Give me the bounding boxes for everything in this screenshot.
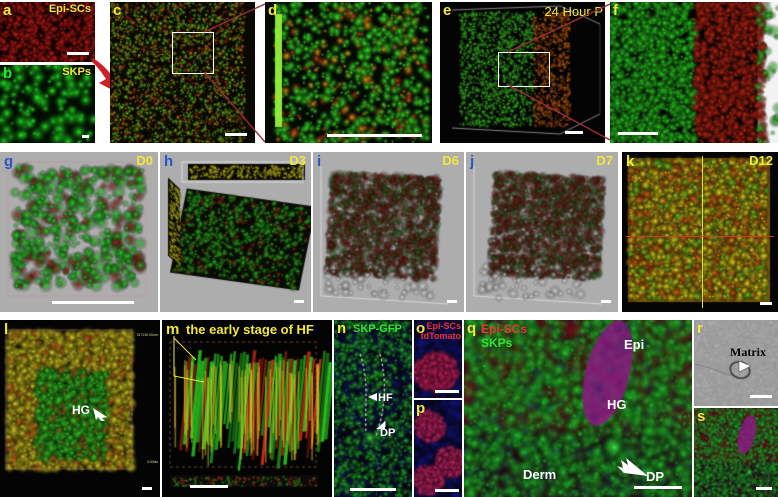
- panel-e[interactable]: e 24 Hour P: [440, 2, 605, 143]
- panel-r[interactable]: r Matrix: [694, 320, 778, 406]
- panel-h-image: [160, 152, 311, 312]
- panel-o[interactable]: o Epi-SCs tdTomato: [414, 320, 462, 398]
- panel-b[interactable]: b SKPs: [0, 65, 95, 143]
- panel-e-roi-box: [498, 52, 550, 87]
- panel-q[interactable]: q Epi-SCs SKPs Epi HG Derm DP: [464, 320, 692, 497]
- panel-l[interactable]: l HG 317130.00nm 3.00dis: [0, 320, 160, 497]
- panel-p-scalebar: [435, 489, 459, 492]
- panel-k-image: [622, 152, 778, 312]
- panel-n-dp-arrow: [376, 421, 386, 429]
- panel-b-image: [0, 65, 95, 143]
- panel-s[interactable]: s: [694, 408, 778, 497]
- panel-s-scalebar: [756, 487, 772, 490]
- panel-i-image: [313, 152, 464, 312]
- panel-c-roi-box: [172, 32, 214, 74]
- panel-l-image: [0, 320, 160, 497]
- panel-c-scalebar: [225, 133, 247, 136]
- panel-d-scalebar: [327, 134, 422, 137]
- panel-h-scalebar: [294, 300, 304, 303]
- zoom-connector-c-d: [203, 3, 266, 143]
- panel-n-scalebar: [350, 488, 396, 491]
- panel-m-pointer-line: [173, 336, 205, 383]
- panel-r-image: [694, 320, 778, 406]
- panel-q-dp-arrow: [617, 458, 648, 476]
- panel-d[interactable]: d: [265, 2, 432, 143]
- panel-m-image: [162, 320, 332, 497]
- panel-g[interactable]: g D0: [0, 152, 158, 312]
- panel-i-scalebar: [447, 300, 457, 303]
- panel-j-scalebar: [601, 300, 611, 303]
- panel-q-scalebar: [634, 486, 682, 489]
- panel-s-image: [694, 408, 778, 497]
- panel-q-image: [464, 320, 692, 497]
- panel-e-scalebar: [565, 131, 583, 134]
- panel-k[interactable]: k D12: [622, 152, 778, 312]
- panel-c[interactable]: c: [110, 2, 255, 143]
- panel-m-scalebar: [190, 485, 228, 488]
- panel-j-image: [466, 152, 618, 312]
- panel-c-image: [110, 2, 255, 143]
- panel-e-image: [440, 2, 605, 143]
- panel-f[interactable]: f: [610, 2, 778, 143]
- panel-h[interactable]: h D3: [160, 152, 311, 312]
- panel-o-scalebar: [435, 390, 459, 393]
- panel-m[interactable]: m the early stage of HF: [162, 320, 332, 497]
- panel-o-image: [414, 320, 462, 398]
- panel-d-image: [265, 2, 432, 143]
- zoom-connector-e-f: [507, 3, 611, 141]
- panel-f-scalebar: [618, 132, 658, 135]
- panel-g-scalebar: [52, 301, 134, 304]
- panel-i[interactable]: i D6: [313, 152, 464, 312]
- panel-p[interactable]: p: [414, 400, 462, 497]
- panel-r-arrowhead-icon: [738, 360, 752, 373]
- panel-j[interactable]: j D7: [466, 152, 618, 312]
- panel-l-hg-arrow: [93, 408, 107, 421]
- panel-g-image: [0, 152, 158, 312]
- panel-l-axis-label-bottom: 3.00dis: [146, 460, 158, 464]
- panel-b-scalebar: [82, 135, 89, 138]
- panel-k-scalebar: [760, 302, 772, 305]
- panel-a[interactable]: a Epi-SCs: [0, 2, 95, 62]
- panel-r-scalebar: [750, 395, 772, 398]
- panel-l-axis-label-top: 317130.00nm: [136, 333, 158, 337]
- panel-l-scalebar: [142, 487, 152, 490]
- panel-p-image: [414, 400, 462, 497]
- panel-n-hf-arrow: [368, 393, 377, 401]
- panel-n[interactable]: n SKP-GFP HF DP: [334, 320, 412, 497]
- panel-f-image: [610, 2, 778, 143]
- panel-k-crosshair-horizontal: [626, 236, 774, 238]
- panel-n-image: [334, 320, 412, 497]
- panel-a-scalebar: [67, 52, 89, 55]
- panel-k-crosshair-vertical: [702, 156, 704, 308]
